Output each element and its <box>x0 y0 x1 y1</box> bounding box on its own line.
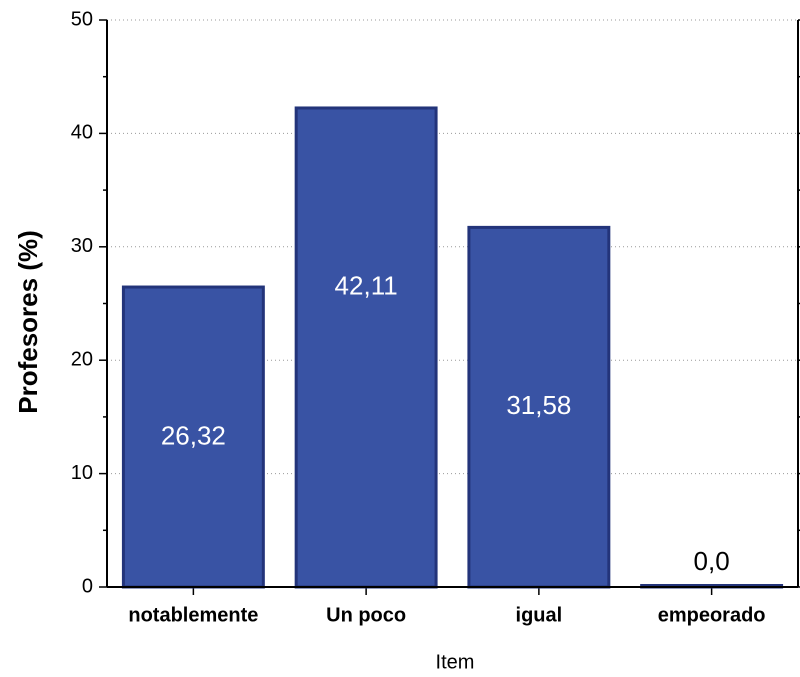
value-label: 42,11 <box>335 270 398 300</box>
y-tick-label: 30 <box>71 235 93 257</box>
bar <box>294 106 438 589</box>
bar <box>121 285 265 589</box>
value-label: 31,58 <box>506 390 571 420</box>
value-label: 0,0 <box>694 546 730 576</box>
x-tick-label: notablemente <box>128 604 258 626</box>
y-axis-label: Profesores (%) <box>13 230 43 414</box>
x-tick-label: empeorado <box>658 604 766 626</box>
x-axis-label: Item <box>436 651 475 673</box>
y-tick-label: 0 <box>82 575 93 597</box>
y-tick-label: 50 <box>71 8 93 30</box>
value-label: 26,32 <box>161 421 226 451</box>
x-tick-label: igual <box>516 604 563 626</box>
x-tick-label: Un poco <box>326 604 406 626</box>
y-tick-label: 10 <box>71 462 93 484</box>
y-tick-label: 20 <box>71 348 93 370</box>
y-tick-label: 40 <box>71 122 93 144</box>
